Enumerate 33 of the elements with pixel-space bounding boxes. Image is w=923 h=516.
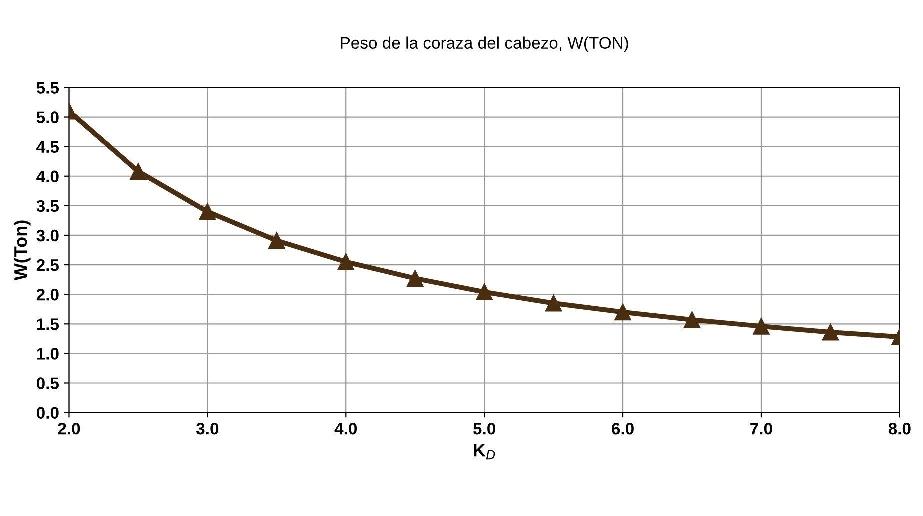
y-tick-label: 2.5 <box>36 259 60 272</box>
y-tick-label: 5.5 <box>36 82 60 94</box>
y-tick-label: 5.0 <box>36 112 59 124</box>
x-tick-label: 8.0 <box>888 422 911 435</box>
x-axis-title: K$_{D}$ <box>474 444 496 460</box>
point <box>130 163 147 180</box>
point <box>338 254 354 270</box>
y-tick-label: 0.0 <box>36 407 59 420</box>
x-tick-label: 6.0 <box>612 422 634 435</box>
y-tick-label: 1.0 <box>37 348 59 360</box>
point <box>268 232 286 250</box>
y-tick-label: 3.0 <box>36 230 59 242</box>
x-tick-label: 7.0 <box>750 422 772 435</box>
point <box>199 204 216 220</box>
y-tick-label: 1.5 <box>37 318 60 330</box>
point <box>476 284 493 301</box>
y-tick-label: 0.5 <box>36 378 60 390</box>
chart-title: Peso de la coraza del cabezo, W(TON) <box>341 36 628 52</box>
x-tick-label: 3.0 <box>196 422 219 435</box>
y-tick-label: 4.5 <box>36 141 60 154</box>
y-tick-label: 4.0 <box>36 170 59 183</box>
point <box>753 318 770 335</box>
point <box>545 295 562 312</box>
x-tick-label: 2.0 <box>58 422 80 435</box>
point <box>684 312 701 328</box>
point <box>822 324 840 341</box>
point <box>407 270 424 287</box>
x-tick-label: 5.0 <box>474 422 496 435</box>
y-tick-label: 3.5 <box>36 200 60 212</box>
x-tick-label: 4.0 <box>334 422 358 435</box>
y-tick-label: 2.0 <box>36 288 59 301</box>
y-axis-title: W(Ton) <box>14 220 31 281</box>
point <box>614 304 632 321</box>
